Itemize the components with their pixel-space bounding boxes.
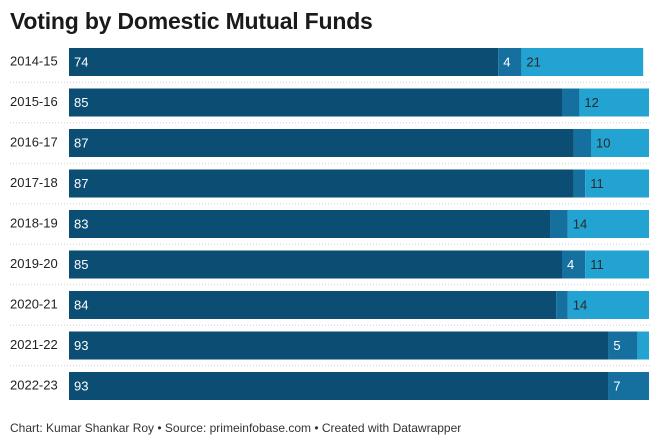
data-label: 14: [573, 216, 587, 231]
bar-segment: [69, 291, 557, 319]
data-label: 4: [503, 54, 510, 69]
category-label: 2018-19: [10, 215, 58, 230]
data-label: 21: [526, 54, 540, 69]
bar-segment: [637, 331, 649, 360]
data-label: 93: [74, 338, 88, 353]
chart-footer: Chart: Kumar Shankar Roy • Source: prime…: [10, 421, 462, 435]
bar-segment: [608, 331, 638, 360]
bar-segment: [562, 88, 580, 117]
bar-segment: [591, 129, 649, 157]
category-label: 2016-17: [10, 134, 58, 149]
bar-segment: [579, 88, 649, 117]
data-label: 7: [613, 378, 620, 393]
bar-segment: [69, 250, 562, 279]
category-label: 2021-22: [10, 337, 58, 352]
category-label: 2017-18: [10, 175, 58, 190]
bar-segment: [69, 169, 574, 198]
data-label: 93: [74, 378, 88, 393]
bar-segment: [573, 129, 591, 157]
chart-title: Voting by Domestic Mutual Funds: [10, 8, 373, 34]
bar-segment: [69, 331, 609, 360]
category-label: 2022-23: [10, 377, 58, 392]
category-label: 2019-20: [10, 256, 58, 271]
bar-segment: [556, 291, 568, 319]
bar-segment: [498, 48, 522, 76]
category-label: 2015-16: [10, 94, 58, 109]
bar-segment: [521, 48, 644, 76]
data-label: 87: [74, 176, 88, 191]
data-label: 14: [573, 297, 587, 312]
data-label: 11: [590, 257, 604, 272]
bar-segment: [69, 210, 551, 238]
bar-segment: [567, 210, 649, 238]
bar-segment: [562, 250, 586, 279]
bar-segment: [608, 372, 649, 400]
data-label: 85: [74, 95, 88, 110]
data-label: 10: [596, 135, 610, 150]
data-label: 74: [74, 54, 88, 69]
data-label: 84: [74, 297, 88, 312]
bar-segment: [573, 169, 586, 198]
category-label: 2020-21: [10, 296, 58, 311]
bar-segment: [69, 48, 499, 76]
data-label: 4: [567, 257, 574, 272]
bar-segment: [550, 210, 568, 238]
data-label: 5: [613, 338, 620, 353]
bar-segment: [585, 250, 649, 279]
bar-segment: [585, 169, 649, 198]
category-label: 2014-15: [10, 53, 58, 68]
data-label: 11: [590, 176, 604, 191]
data-label: 83: [74, 216, 88, 231]
data-label: 87: [74, 135, 88, 150]
data-label: 85: [74, 257, 88, 272]
bar-segment: [567, 291, 649, 319]
bar-segment: [69, 372, 609, 400]
bar-segment: [69, 129, 574, 157]
data-label: 12: [584, 95, 598, 110]
bar-segment: [69, 88, 562, 117]
